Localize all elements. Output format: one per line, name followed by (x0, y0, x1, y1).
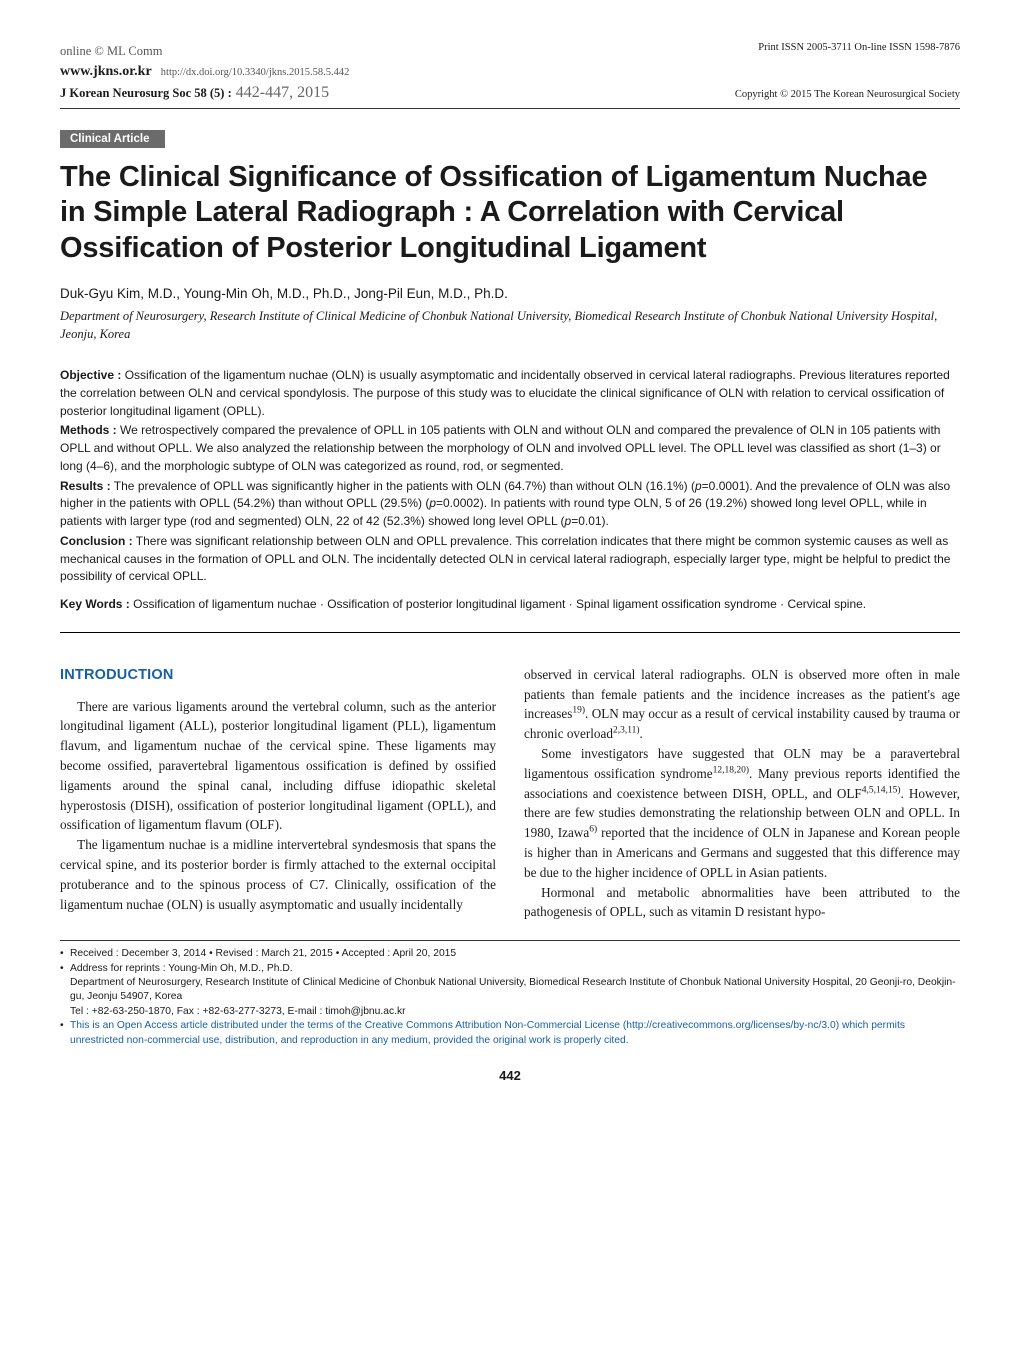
results-p2: p (429, 496, 436, 510)
body-p5: Hormonal and metabolic abnormalities hav… (524, 883, 960, 923)
body-p3-sup2: 2,3,11) (613, 726, 640, 736)
abstract-methods: Methods : We retrospectively compared th… (60, 422, 960, 475)
header-left: online © ML Comm www.jkns.or.kr http://d… (60, 42, 349, 82)
affiliation: Department of Neurosurgery, Research Ins… (60, 307, 960, 343)
abstract-conclusion: Conclusion : There was significant relat… (60, 533, 960, 586)
footnotes: • Received : December 3, 2014 • Revised … (60, 947, 960, 1048)
body-p3: observed in cervical lateral radiographs… (524, 665, 960, 744)
issn-line: Print ISSN 2005-3711 On-line ISSN 1598-7… (758, 42, 960, 53)
open-access-text: This is an Open Access article distribut… (70, 1019, 960, 1048)
bullet-icon: • (60, 1019, 70, 1048)
header-rule (60, 108, 960, 109)
bullet-icon: • (60, 947, 70, 961)
body-p3b: . OLN may occur as a result of cervical … (524, 706, 960, 741)
header-top-row: online © ML Comm www.jkns.or.kr http://d… (60, 42, 960, 82)
keywords-label: Key Words : (60, 597, 130, 611)
body-p4-sup1: 12,18,20) (713, 765, 749, 775)
body-p3-sup1: 19) (572, 706, 585, 716)
address-block: Address for reprints : Young-Min Oh, M.D… (70, 962, 960, 1020)
body-columns: INTRODUCTION There are various ligaments… (60, 665, 960, 922)
methods-text: We retrospectively compared the prevalen… (60, 423, 941, 473)
introduction-heading: INTRODUCTION (60, 665, 496, 687)
results-text-a: The prevalence of OPLL was significantly… (111, 479, 695, 493)
article-type-badge: Clinical Article (60, 130, 165, 148)
authors: Duk-Gyu Kim, M.D., Young-Min Oh, M.D., P… (60, 286, 960, 301)
site-url-line: www.jkns.or.kr http://dx.doi.org/10.3340… (60, 61, 349, 82)
page-number: 442 (60, 1068, 960, 1083)
body-p2: The ligamentum nuchae is a midline inter… (60, 835, 496, 914)
footnote-address: • Address for reprints : Young-Min Oh, M… (60, 962, 960, 1020)
objective-text: Ossification of the ligamentum nuchae (O… (60, 368, 950, 418)
address-line2: Tel : +82-63-250-1870, Fax : +82-63-277-… (70, 1005, 960, 1019)
abstract-rule (60, 632, 960, 633)
keywords-text: Ossification of ligamentum nuchae · Ossi… (130, 597, 866, 611)
body-p4: Some investigators have suggested that O… (524, 744, 960, 883)
body-p4-sup3: 6) (589, 825, 597, 835)
keywords-line: Key Words : Ossification of ligamentum n… (60, 596, 960, 614)
bullet-icon: • (60, 962, 70, 1020)
doi-text: http://dx.doi.org/10.3340/jkns.2015.58.5… (161, 67, 350, 78)
journal-line-row: J Korean Neurosurg Soc 58 (5) : 442-447,… (60, 84, 960, 102)
page: online © ML Comm www.jkns.or.kr http://d… (0, 0, 1020, 1123)
article-title: The Clinical Significance of Ossificatio… (60, 160, 960, 266)
received-text: Received : December 3, 2014 • Revised : … (70, 947, 960, 961)
conclusion-label: Conclusion : (60, 534, 133, 548)
footer-rule (60, 940, 960, 941)
body-p1: There are various ligaments around the v… (60, 697, 496, 836)
copyright-line: Copyright © 2015 The Korean Neurosurgica… (735, 89, 960, 100)
body-p3c: . (640, 726, 643, 741)
journal-line: J Korean Neurosurg Soc 58 (5) : 442-447,… (60, 84, 329, 102)
results-text-d: =0.01). (571, 514, 609, 528)
footnote-received: • Received : December 3, 2014 • Revised … (60, 947, 960, 961)
objective-label: Objective : (60, 368, 121, 382)
conclusion-text: There was significant relationship betwe… (60, 534, 950, 584)
journal-name: J Korean Neurosurg Soc 58 (5) : (60, 86, 232, 100)
methods-label: Methods : (60, 423, 117, 437)
body-p4-sup2: 4,5,14,15) (862, 785, 901, 795)
abstract-block: Objective : Ossification of the ligament… (60, 367, 960, 614)
results-p1: p (695, 479, 702, 493)
abstract-objective: Objective : Ossification of the ligament… (60, 367, 960, 420)
address-label: Address for reprints : Young-Min Oh, M.D… (70, 962, 960, 976)
footnote-open-access: • This is an Open Access article distrib… (60, 1019, 960, 1048)
abstract-results: Results : The prevalence of OPLL was sig… (60, 478, 960, 531)
site-url: www.jkns.or.kr (60, 64, 152, 79)
journal-pages: 442-447, 2015 (236, 84, 329, 101)
online-ml-comm: online © ML Comm (60, 42, 349, 61)
results-label: Results : (60, 479, 111, 493)
address-line1: Department of Neurosurgery, Research Ins… (70, 976, 960, 1005)
